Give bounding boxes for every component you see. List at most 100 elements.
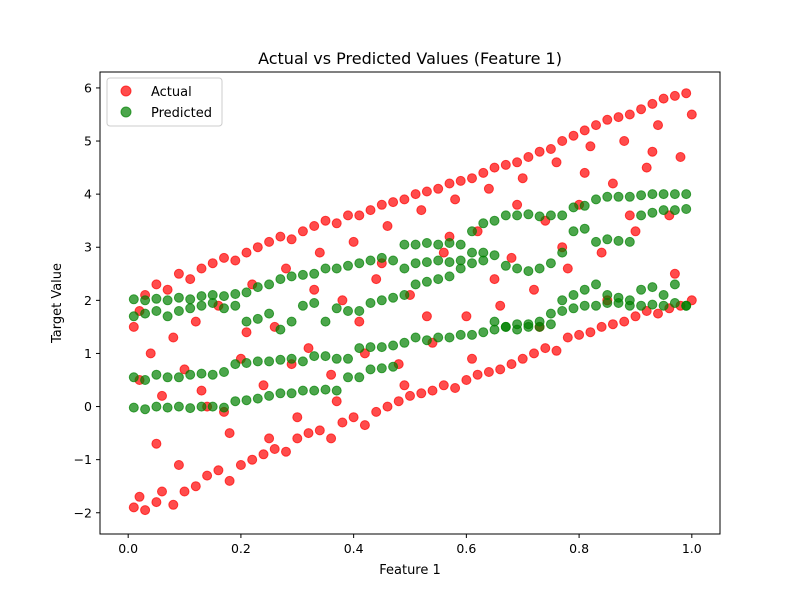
legend-marker-actual [120,85,132,97]
data-point-predicted [421,276,432,287]
data-point-actual [607,319,618,330]
data-point-predicted [433,239,444,250]
data-point-predicted [523,266,534,277]
data-point-actual [596,321,607,332]
data-point-predicted [489,324,500,335]
legend: Actual Predicted [106,77,223,127]
data-point-actual [517,353,528,364]
data-point-predicted [647,299,658,310]
data-point-predicted [286,353,297,364]
data-point-actual [551,157,562,168]
data-point-predicted [433,332,444,343]
data-point-actual [157,486,167,497]
data-point-predicted [681,189,692,200]
data-point-predicted [196,368,207,379]
data-point-actual [145,348,156,359]
data-point-actual [128,502,139,513]
data-point-predicted [219,303,229,314]
data-points-layer [128,88,697,516]
data-point-actual [207,258,218,269]
data-point-predicted [399,337,410,348]
data-point-predicted [433,255,444,266]
data-point-actual [376,199,387,210]
data-point-predicted [196,401,207,412]
data-point-predicted [219,402,229,413]
data-point-predicted [264,279,275,290]
data-point-actual [196,263,207,274]
data-point-actual [371,274,382,285]
data-point-actual [523,152,534,162]
data-point-predicted [478,327,489,338]
data-point-predicted [636,190,647,201]
data-point-predicted [343,353,353,364]
data-point-predicted [534,211,545,222]
data-point-actual [534,146,545,157]
data-point-actual [337,295,348,306]
data-point-predicted [196,291,207,302]
data-point-predicted [568,303,579,314]
data-point-predicted [579,284,590,295]
data-point-actual [275,231,286,242]
data-point-predicted [365,364,376,375]
data-point-predicted [388,292,399,303]
data-point-predicted [388,361,399,372]
data-point-actual [173,460,184,470]
data-point-actual [562,332,573,343]
data-point-predicted [309,385,320,396]
data-point-predicted [264,308,275,319]
data-point-actual [393,396,404,407]
data-point-actual [151,497,162,508]
data-point-actual [343,210,353,221]
data-point-predicted [185,294,196,305]
data-point-predicted [444,271,455,282]
data-point-predicted [647,189,658,200]
data-point-predicted [388,340,399,351]
x-tick-label: 1.0 [682,541,702,556]
data-point-actual [314,247,325,258]
data-point-predicted [354,306,365,316]
data-point-predicted [602,234,613,245]
data-point-predicted [444,238,455,248]
data-point-predicted [365,342,376,353]
data-point-actual [320,215,331,226]
data-point-predicted [455,255,466,266]
data-point-actual [433,183,444,194]
data-point-actual [281,263,291,274]
data-point-predicted [545,308,556,319]
data-point-predicted [128,311,139,322]
data-point-predicted [613,235,624,246]
data-point-actual [500,159,511,170]
data-point-actual [213,465,224,476]
data-point-actual [557,136,568,146]
data-point-actual [489,274,500,285]
data-point-predicted [455,239,466,250]
data-point-predicted [365,298,376,308]
data-point-predicted [624,191,635,202]
data-point-actual [224,428,235,439]
data-point-predicted [252,393,263,404]
x-tick-label: 0.4 [344,541,364,556]
data-point-predicted [669,189,680,200]
data-point-predicted [173,306,184,316]
data-point-actual [483,367,494,377]
data-point-predicted [658,205,669,216]
data-point-actual [281,446,291,457]
data-point-predicted [173,401,184,412]
data-point-predicted [410,332,421,343]
data-point-predicted [331,303,342,314]
data-point-actual [421,186,432,197]
data-point-actual [624,210,635,221]
data-point-actual [658,93,669,104]
data-point-actual [269,444,280,454]
data-point-predicted [512,210,523,221]
data-point-actual [529,284,539,295]
data-point-predicted [354,372,365,383]
data-point-predicted [219,367,229,377]
data-point-predicted [444,257,455,268]
data-point-predicted [410,279,421,290]
data-point-actual [151,279,162,290]
data-point-predicted [331,263,342,274]
data-point-actual [399,194,410,205]
data-point-predicted [421,257,432,268]
data-point-predicted [568,226,579,237]
